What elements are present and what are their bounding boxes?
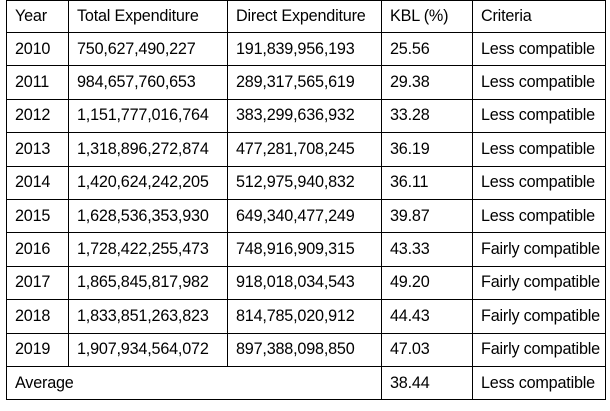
average-kbl: 38.44: [381, 365, 473, 401]
cell-criteria: Less compatible: [472, 198, 606, 234]
cell-year: 2016: [6, 232, 69, 267]
cell-total-expenditure: 984,657,760,653: [68, 65, 228, 100]
table-row: 2018 1,833,851,263,823 814,785,020,912 44.4…: [6, 299, 606, 334]
cell-kbl: 49.20: [381, 265, 473, 301]
cell-kbl: 36.11: [381, 165, 473, 200]
header-criteria: Criteria: [472, 0, 606, 33]
cell-total-expenditure: 1,907,934,564,072: [68, 332, 228, 367]
cell-total-expenditure: 1,420,624,242,205: [68, 165, 228, 200]
cell-total-expenditure: 1,151,777,016,764: [68, 98, 228, 134]
cell-direct-expenditure: 477,281,708,245: [227, 132, 382, 167]
cell-direct-expenditure: 748,916,909,315: [227, 232, 382, 267]
table-row: 2013 1,318,896,272,874 477,281,708,245 36.1…: [6, 132, 606, 167]
cell-kbl: 25.56: [381, 31, 473, 67]
expenditure-table: Year Total Expenditure Direct Expenditur…: [6, 0, 606, 401]
cell-criteria: Fairly compatible: [472, 265, 606, 301]
average-label: Average: [6, 365, 382, 401]
cell-total-expenditure: 1,865,845,817,982: [68, 265, 228, 301]
cell-kbl: 33.28: [381, 98, 473, 134]
header-year: Year: [6, 0, 69, 33]
table-body: 2010 750,627,490,227 191,839,956,193 25.56 L…: [6, 31, 606, 401]
table-row: 2017 1,865,845,817,982 918,018,034,543 49.2…: [6, 265, 606, 301]
cell-direct-expenditure: 649,340,477,249: [227, 198, 382, 234]
cell-direct-expenditure: 191,839,956,193: [227, 31, 382, 67]
cell-year: 2015: [6, 198, 69, 234]
cell-year: 2018: [6, 299, 69, 334]
cell-criteria: Less compatible: [472, 98, 606, 134]
cell-criteria: Fairly compatible: [472, 332, 606, 367]
cell-total-expenditure: 1,728,422,255,473: [68, 232, 228, 267]
cell-total-expenditure: 750,627,490,227: [68, 31, 228, 67]
cell-kbl: 43.33: [381, 232, 473, 267]
header-row: Year Total Expenditure Direct Expenditur…: [6, 0, 606, 33]
cell-direct-expenditure: 918,018,034,543: [227, 265, 382, 301]
cell-year: 2012: [6, 98, 69, 134]
cell-year: 2010: [6, 31, 69, 67]
cell-total-expenditure: 1,628,536,353,930: [68, 198, 228, 234]
cell-total-expenditure: 1,318,896,272,874: [68, 132, 228, 167]
header-total-expenditure: Total Expenditure: [68, 0, 228, 33]
cell-criteria: Less compatible: [472, 165, 606, 200]
header-direct-expenditure: Direct Expenditure: [227, 0, 382, 33]
average-row: Average 38.44 Less compatible: [6, 365, 606, 401]
header-kbl: KBL (%): [381, 0, 473, 33]
cell-criteria: Less compatible: [472, 31, 606, 67]
cell-kbl: 29.38: [381, 65, 473, 100]
cell-year: 2014: [6, 165, 69, 200]
average-criteria: Less compatible: [472, 365, 606, 401]
cell-criteria: Fairly compatible: [472, 299, 606, 334]
cell-year: 2017: [6, 265, 69, 301]
cell-direct-expenditure: 897,388,098,850: [227, 332, 382, 367]
table-row: 2010 750,627,490,227 191,839,956,193 25.56 L…: [6, 31, 606, 67]
cell-criteria: Less compatible: [472, 132, 606, 167]
cell-kbl: 47.03: [381, 332, 473, 367]
table-row: 2016 1,728,422,255,473 748,916,909,315 43.3…: [6, 232, 606, 267]
cell-year: 2013: [6, 132, 69, 167]
table-header: Year Total Expenditure Direct Expenditur…: [6, 0, 606, 33]
cell-direct-expenditure: 512,975,940,832: [227, 165, 382, 200]
cell-kbl: 36.19: [381, 132, 473, 167]
table-row: 2015 1,628,536,353,930 649,340,477,249 39.8…: [6, 198, 606, 234]
table-row: 2012 1,151,777,016,764 383,299,636,932 33.2…: [6, 98, 606, 134]
table-row: 2014 1,420,624,242,205 512,975,940,832 36.1…: [6, 165, 606, 200]
cell-total-expenditure: 1,833,851,263,823: [68, 299, 228, 334]
table-row: 2011 984,657,760,653 289,317,565,619 29.38 L…: [6, 65, 606, 100]
table-row: 2019 1,907,934,564,072 897,388,098,850 47.0…: [6, 332, 606, 367]
cell-criteria: Fairly compatible: [472, 232, 606, 267]
cell-year: 2019: [6, 332, 69, 367]
cell-direct-expenditure: 289,317,565,619: [227, 65, 382, 100]
cell-direct-expenditure: 814,785,020,912: [227, 299, 382, 334]
cell-kbl: 44.43: [381, 299, 473, 334]
cell-direct-expenditure: 383,299,636,932: [227, 98, 382, 134]
cell-criteria: Less compatible: [472, 65, 606, 100]
cell-year: 2011: [6, 65, 69, 100]
cell-kbl: 39.87: [381, 198, 473, 234]
